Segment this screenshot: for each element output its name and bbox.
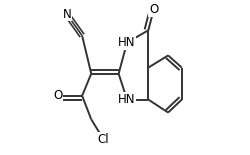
Text: O: O bbox=[148, 3, 158, 16]
Text: Cl: Cl bbox=[97, 133, 109, 146]
Text: HN: HN bbox=[118, 36, 135, 49]
Text: N: N bbox=[62, 8, 71, 21]
Text: O: O bbox=[53, 89, 62, 102]
Text: HN: HN bbox=[118, 93, 135, 106]
